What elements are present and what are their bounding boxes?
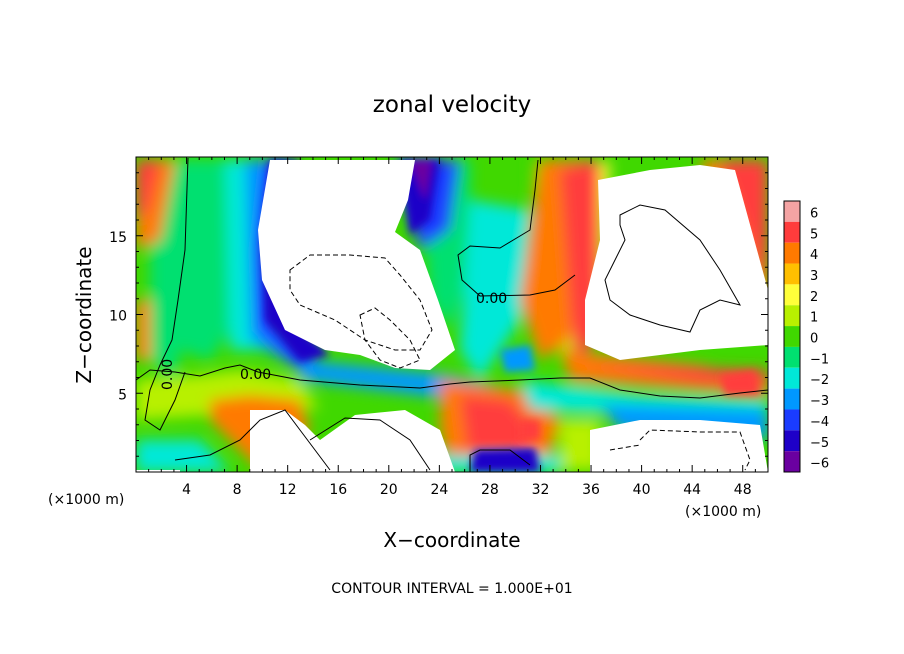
chart-title: zonal velocity	[373, 92, 531, 118]
colorbar-swatch	[784, 409, 800, 431]
contour-label-center: 0.00	[476, 291, 507, 307]
y-tick-label: 10	[109, 309, 127, 325]
heatmap-field	[136, 157, 768, 472]
x-tick-label: 48	[734, 482, 752, 498]
negative-contour-inner	[359, 307, 421, 369]
x-unit-label-left: (×1000 m)	[48, 492, 124, 508]
colorbar-label: −1	[810, 352, 829, 367]
colorbar-swatch	[784, 326, 800, 347]
contour-label-vertical: 0.00	[160, 359, 176, 390]
positive-contour-bottom	[309, 417, 431, 471]
colorbar-swatch	[784, 242, 800, 264]
x-tick-label: 16	[329, 482, 347, 498]
contour-label-group: 0.00 0.00 0.00	[160, 291, 507, 390]
colorbar-swatch	[784, 346, 800, 368]
negative-contour-bottom-right	[609, 429, 751, 471]
colorbar-label: 5	[810, 227, 818, 242]
colorbar-label: −6	[810, 457, 829, 472]
colorbar-label: −4	[810, 415, 829, 430]
y-axis-label: Z−coordinate	[72, 246, 96, 383]
colorbar-swatch	[784, 388, 800, 410]
colorbar: 6 5 4 3 2 1 0 −1 −2 −3 −4 −5 −6	[783, 200, 829, 473]
zero-contour-right	[469, 449, 531, 472]
x-tick-label: 28	[481, 482, 499, 498]
colorbar-swatch	[784, 305, 800, 327]
x-tick-label: 40	[633, 482, 651, 498]
colorbar-label: −2	[810, 373, 829, 388]
colorbar-label: 3	[810, 269, 818, 284]
zero-contour-center	[457, 159, 576, 297]
colorbar-swatch	[784, 367, 800, 389]
x-tick-label: 8	[233, 482, 242, 498]
x-tick-label: 44	[683, 482, 701, 498]
x-tick-label: 36	[582, 482, 600, 498]
colorbar-label: 1	[810, 311, 818, 326]
colorbar-swatch	[784, 201, 800, 222]
colorbar-swatch	[784, 263, 800, 285]
colorbar-swatch	[784, 221, 800, 243]
x-tick-label: 12	[279, 482, 297, 498]
colorbar-frame	[783, 200, 801, 473]
y-tick-label: 5	[118, 387, 127, 403]
zero-contour-bottom	[174, 409, 331, 471]
x-tick-label: 24	[430, 482, 448, 498]
x-unit-label-right: (×1000 m)	[685, 504, 761, 520]
colorbar-label: −3	[810, 394, 829, 409]
x-axis: 4 8 12 16 20 24 28 32 36 40 44 48	[148, 157, 756, 498]
zero-contour-main	[136, 364, 768, 399]
positive-contour-right	[604, 204, 742, 333]
colorbar-label: 2	[810, 290, 818, 305]
x-tick-label: 20	[380, 482, 398, 498]
colorbar-swatch	[784, 430, 800, 452]
y-tick-label: 15	[109, 230, 127, 246]
contour-lines	[136, 157, 768, 472]
x-tick-label: 32	[532, 482, 550, 498]
contour-label-left: 0.00	[240, 367, 271, 383]
colorbar-label: 0	[810, 332, 818, 347]
colorbar-swatch	[784, 451, 800, 472]
contour-interval-note: CONTOUR INTERVAL = 1.000E+01	[331, 581, 572, 597]
colorbar-label: 6	[810, 206, 818, 221]
zero-contour-left	[144, 157, 189, 431]
y-axis: 5 10 15	[109, 172, 768, 457]
colorbar-swatch	[784, 284, 800, 306]
x-axis-label: X−coordinate	[383, 528, 520, 552]
colorbar-label: −5	[810, 436, 829, 451]
colorbar-label: 4	[810, 248, 818, 263]
x-tick-label: 4	[182, 482, 191, 498]
